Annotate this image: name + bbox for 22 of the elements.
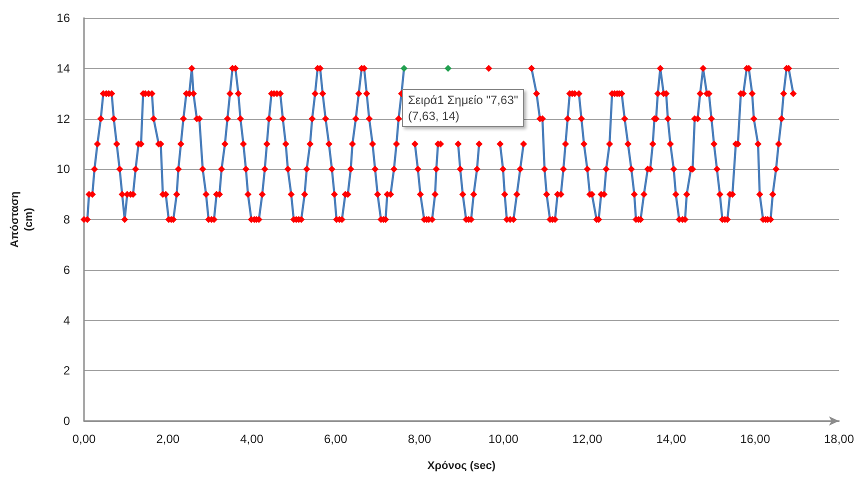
tooltip-box: Σειρά1 Σημείο "7,63" (7,63, 14) (402, 89, 524, 128)
x-tick-label: 14,00 (656, 432, 687, 446)
x-tick-label: 2,00 (156, 432, 180, 446)
x-tick-label: 12,00 (572, 432, 603, 446)
y-tick-label: 2 (63, 364, 70, 378)
y-tick-label: 12 (56, 112, 70, 126)
y-tick-label: 6 (63, 262, 70, 277)
y-tick-label: 0 (63, 414, 70, 428)
x-tick-label: 8,00 (408, 432, 432, 446)
x-tick-label: 18,00 (824, 432, 854, 446)
y-tick-label: 4 (63, 313, 70, 328)
y-tick-label: 8 (63, 212, 70, 226)
y-tick-label: 14 (56, 61, 70, 76)
x-tick-label: 6,00 (324, 432, 348, 446)
x-axis-title: Χρόνος (sec) (427, 460, 496, 472)
y-axis-title: Απόσταση (cm) (9, 191, 35, 248)
y-tick-label: 10 (56, 162, 70, 176)
x-tick-label: 10,00 (488, 432, 519, 446)
x-tick-label: 0,00 (72, 432, 96, 446)
x-tick-label: 16,00 (740, 432, 770, 446)
y-tick-label: 16 (56, 11, 70, 25)
x-tick-label: 4,00 (240, 432, 264, 446)
